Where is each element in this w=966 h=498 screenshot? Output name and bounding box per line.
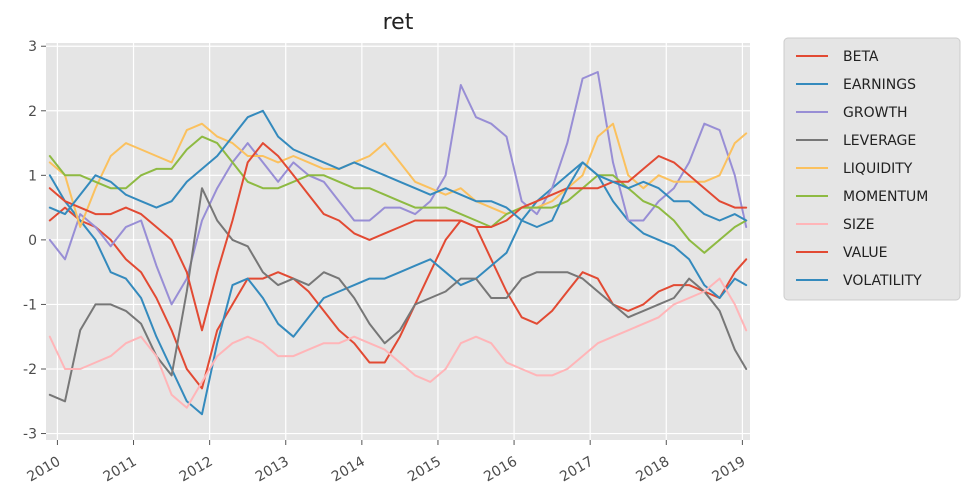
series-lines (48, 71, 748, 416)
legend-label-growth: GROWTH (843, 105, 908, 121)
series-line-growth (48, 71, 748, 306)
legend-label-earnings: EARNINGS (843, 77, 916, 93)
legend-label-value: VALUE (843, 245, 887, 261)
legend-label-liquidity: LIQUIDITY (843, 161, 913, 177)
x-axis-ticks: 2010 2011 2012 2013 2014 2015 2016 2017 2018 2019 (25, 440, 749, 486)
y-tick-label: 2 (28, 104, 37, 120)
legend-label-momentum: MOMENTUM (843, 189, 928, 205)
series-line-momentum (48, 135, 748, 254)
x-tick-label: 2017 (557, 454, 596, 486)
y-tick-label: -1 (23, 297, 37, 313)
y-tick-label: -3 (23, 427, 37, 443)
x-tick-label: 2012 (177, 454, 216, 486)
y-tick-label: -2 (23, 362, 37, 378)
legend-label-volatility: VOLATILITY (843, 273, 922, 289)
y-tick-label: 1 (28, 168, 37, 184)
y-tick-label: 3 (28, 39, 37, 55)
y-tick-label: 0 (28, 233, 37, 249)
series-line-earnings (48, 161, 748, 416)
plot-background (46, 43, 750, 440)
y-axis-ticks: -3 -2 -1 0 1 2 3 (23, 39, 46, 443)
x-tick-label: 2018 (633, 454, 672, 486)
legend: BETA EARNINGS GROWTH LEVERAGE LIQUIDITY MOMEN… (783, 37, 961, 301)
series-line-volatility (48, 109, 748, 228)
x-tick-label: 2019 (710, 454, 749, 486)
x-tick-label: 2015 (405, 454, 444, 486)
x-tick-label: 2011 (101, 454, 140, 486)
gridlines (46, 43, 750, 440)
x-tick-label: 2014 (329, 454, 368, 486)
series-line-liquidity (48, 122, 748, 228)
series-line-leverage (48, 187, 748, 403)
x-tick-label: 2013 (253, 454, 292, 486)
series-line-beta (48, 206, 748, 390)
legend-label-size: SIZE (843, 217, 874, 233)
legend-box (783, 37, 961, 301)
chart-title: ret (383, 10, 414, 35)
legend-label-beta: BETA (843, 49, 879, 65)
legend-label-leverage: LEVERAGE (843, 133, 916, 149)
x-tick-label: 2010 (25, 454, 64, 486)
series-line-size (48, 277, 748, 409)
x-tick-label: 2016 (481, 454, 520, 486)
series-line-value (48, 142, 748, 332)
